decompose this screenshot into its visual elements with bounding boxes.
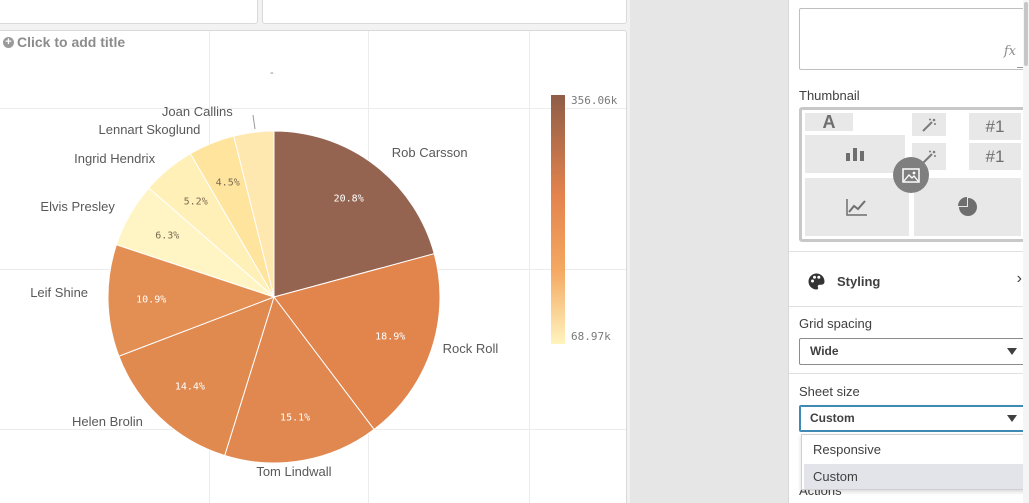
pie-slice[interactable] (273, 253, 441, 431)
slice-name-label: Lennart Skoglund (98, 121, 201, 137)
legend-max-value: 356.06k (571, 94, 618, 107)
color-legend-bar (551, 95, 565, 344)
pie-slice[interactable] (107, 244, 276, 357)
description-input[interactable]: fx (799, 8, 1027, 70)
thumb-cell-kpi-2: #1 (969, 143, 1021, 170)
section-divider (789, 306, 1029, 307)
section-divider (789, 251, 1029, 252)
legend-min-value: 68.97k (571, 330, 611, 343)
plus-icon: + (3, 36, 14, 48)
thumbnail-label: Thumbnail (799, 88, 860, 103)
pie-slice[interactable] (118, 296, 275, 457)
grid-line (529, 31, 530, 503)
add-title-button[interactable]: + Click to add title (3, 34, 125, 50)
bar-chart-icon (846, 148, 864, 161)
styling-label: Styling (837, 274, 881, 289)
pie-chart-panel[interactable]: + Click to add title - 20.8% Rob Carsson 1… (0, 30, 627, 503)
thumb-cell-kpi: #1 (969, 113, 1021, 140)
thumb-cell-wand (912, 113, 946, 136)
slice-percent-label: 10.9% (136, 294, 167, 306)
chevron-down-icon (1007, 415, 1017, 422)
image-thumbnail-button[interactable] (893, 157, 929, 193)
sheet-size-option-custom[interactable]: Custom (804, 464, 1024, 489)
sheet-size-label: Sheet size (799, 384, 860, 399)
image-icon (902, 167, 920, 183)
workspace-gap (630, 0, 788, 503)
grid-spacing-label: Grid spacing (799, 316, 872, 331)
slice-name-label: Rock Roll (442, 341, 499, 357)
slice-percent-label: 15.1% (280, 412, 311, 424)
slice-percent-label: 20.8% (333, 193, 364, 205)
chevron-right-icon: › (1016, 270, 1022, 287)
grid-spacing-select[interactable]: Wide (799, 338, 1028, 365)
magic-wand-icon (922, 118, 936, 132)
add-title-label: Click to add title (17, 34, 126, 50)
sheet-size-select[interactable]: Custom (799, 405, 1028, 432)
slice-name-label: Leif Shine (30, 284, 89, 300)
scrollbar-thumb[interactable] (1024, 2, 1028, 66)
pie-slice[interactable] (273, 130, 435, 298)
fx-icon[interactable]: fx (1003, 44, 1016, 59)
chevron-down-icon (1007, 348, 1017, 355)
pie-chart (107, 114, 441, 464)
properties-panel: fx Thumbnail A #1 #1 Styling › (788, 0, 1029, 503)
grid-spacing-value: Wide (810, 344, 839, 358)
slice-name-label: Joan Callins (161, 104, 233, 120)
kpi-number-icon: #1 (985, 116, 1005, 136)
palette-icon (808, 273, 825, 290)
slice-name-label: Ingrid Hendrix (74, 150, 156, 166)
thumb-cell-pie (914, 178, 1021, 236)
pie-slice[interactable] (224, 295, 375, 464)
sheet-canvas: + Click to add title - 20.8% Rob Carsson 1… (0, 0, 630, 503)
thumb-cell-text: A (805, 111, 853, 132)
minor-mark: - (270, 67, 274, 79)
magic-wand-icon (922, 150, 936, 164)
sheet-cell-top-left[interactable] (0, 0, 258, 24)
thumbnail-picker[interactable]: A #1 #1 (799, 107, 1028, 242)
slice-percent-label: 4.5% (215, 177, 240, 189)
text-a-icon: A (822, 111, 836, 132)
sheet-cell-top-right[interactable] (262, 0, 627, 24)
thumb-cell-line (805, 178, 909, 236)
slice-name-label: Helen Brolin (72, 413, 143, 429)
line-chart-icon (846, 199, 867, 216)
pie-chart-icon (957, 197, 977, 216)
leader-line (252, 114, 256, 130)
pie-slice[interactable] (233, 130, 275, 298)
slice-name-label: Elvis Presley (40, 198, 115, 214)
sheet-size-dropdown: Responsive Custom (801, 434, 1027, 490)
slice-name-label: Tom Lindwall (256, 464, 332, 480)
slice-percent-label: 18.9% (375, 331, 406, 343)
slice-percent-label: 5.2% (183, 196, 208, 208)
kpi-number-icon: #1 (985, 146, 1005, 166)
slice-name-label: Rob Carsson (391, 144, 468, 160)
section-divider (789, 373, 1029, 374)
grid-line (0, 108, 626, 109)
sheet-size-value: Custom (810, 411, 855, 425)
sheet-size-option-responsive[interactable]: Responsive (813, 442, 881, 457)
properties-scrollbar[interactable] (1023, 0, 1029, 503)
slice-percent-label: 6.3% (155, 230, 180, 242)
slice-percent-label: 14.4% (174, 381, 205, 393)
styling-section-row[interactable]: Styling › (789, 256, 1029, 306)
thumb-cell-bar (805, 135, 905, 173)
